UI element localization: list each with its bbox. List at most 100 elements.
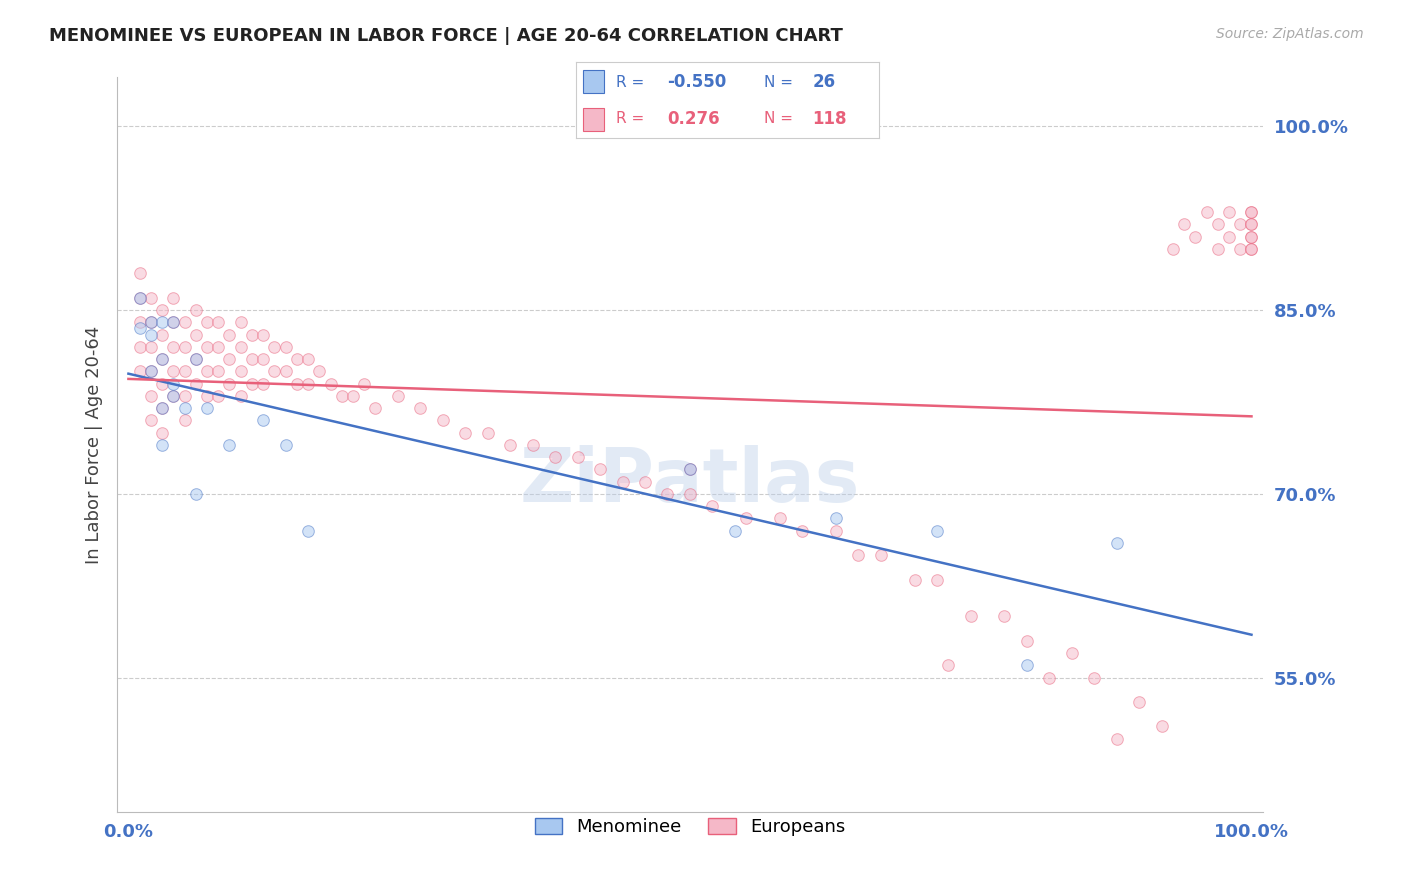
Point — [454, 425, 477, 440]
Point — [150, 438, 173, 452]
Point — [274, 438, 297, 452]
Point — [195, 389, 218, 403]
Point — [139, 327, 162, 342]
Point — [724, 524, 747, 538]
Point — [993, 609, 1015, 624]
Point — [263, 364, 285, 378]
Point — [139, 315, 162, 329]
Point — [1195, 205, 1218, 219]
Point — [252, 413, 274, 427]
Point — [150, 401, 173, 415]
Point — [353, 376, 375, 391]
Point — [263, 340, 285, 354]
Point — [139, 364, 162, 378]
Point — [1161, 242, 1184, 256]
Point — [128, 364, 150, 378]
Point — [274, 364, 297, 378]
Point — [150, 327, 173, 342]
Point — [173, 340, 195, 354]
Point — [825, 511, 848, 525]
Point — [848, 548, 870, 562]
Point — [150, 376, 173, 391]
Point — [925, 573, 948, 587]
Point — [285, 376, 308, 391]
Point — [128, 315, 150, 329]
Point — [173, 315, 195, 329]
Point — [612, 475, 634, 489]
Point — [1083, 671, 1105, 685]
Point — [330, 389, 353, 403]
Point — [184, 376, 207, 391]
Point — [634, 475, 657, 489]
Point — [1240, 242, 1263, 256]
Point — [1240, 242, 1263, 256]
Text: 118: 118 — [813, 110, 846, 128]
Point — [1015, 633, 1038, 648]
Y-axis label: In Labor Force | Age 20-64: In Labor Force | Age 20-64 — [86, 326, 103, 564]
Point — [308, 364, 330, 378]
Point — [184, 303, 207, 318]
Point — [195, 401, 218, 415]
Point — [936, 658, 959, 673]
Text: -0.550: -0.550 — [666, 73, 727, 91]
Point — [297, 524, 319, 538]
Point — [1240, 229, 1263, 244]
Point — [1038, 671, 1060, 685]
Point — [1060, 646, 1083, 660]
Point — [769, 511, 792, 525]
Point — [240, 352, 263, 367]
Point — [735, 511, 758, 525]
Point — [1015, 658, 1038, 673]
Point — [364, 401, 387, 415]
Point — [1218, 205, 1240, 219]
Point — [229, 389, 252, 403]
Point — [1240, 205, 1263, 219]
Point — [1184, 229, 1206, 244]
Point — [139, 340, 162, 354]
Point — [207, 389, 229, 403]
Point — [139, 315, 162, 329]
Point — [184, 352, 207, 367]
Point — [150, 425, 173, 440]
Point — [162, 364, 184, 378]
Point — [173, 364, 195, 378]
Point — [477, 425, 499, 440]
Point — [162, 376, 184, 391]
Point — [240, 327, 263, 342]
Point — [162, 389, 184, 403]
Point — [1229, 218, 1251, 232]
Point — [285, 352, 308, 367]
Point — [162, 291, 184, 305]
Point — [792, 524, 814, 538]
Legend: Menominee, Europeans: Menominee, Europeans — [527, 811, 852, 844]
Point — [195, 315, 218, 329]
Point — [1240, 205, 1263, 219]
Point — [173, 413, 195, 427]
Point — [679, 462, 702, 476]
Point — [162, 315, 184, 329]
Point — [139, 364, 162, 378]
Point — [139, 291, 162, 305]
Point — [1105, 731, 1128, 746]
Point — [229, 364, 252, 378]
Point — [1218, 229, 1240, 244]
Point — [128, 340, 150, 354]
Point — [207, 315, 229, 329]
Point — [162, 340, 184, 354]
Point — [567, 450, 589, 464]
Point — [150, 352, 173, 367]
Point — [679, 462, 702, 476]
Point — [207, 364, 229, 378]
Point — [1105, 536, 1128, 550]
Point — [173, 389, 195, 403]
Point — [162, 315, 184, 329]
Point — [207, 340, 229, 354]
Point — [679, 487, 702, 501]
Point — [128, 266, 150, 280]
Point — [252, 352, 274, 367]
Point — [128, 291, 150, 305]
Bar — [582, 108, 603, 130]
Point — [218, 376, 240, 391]
Point — [150, 315, 173, 329]
Point — [1150, 719, 1173, 733]
